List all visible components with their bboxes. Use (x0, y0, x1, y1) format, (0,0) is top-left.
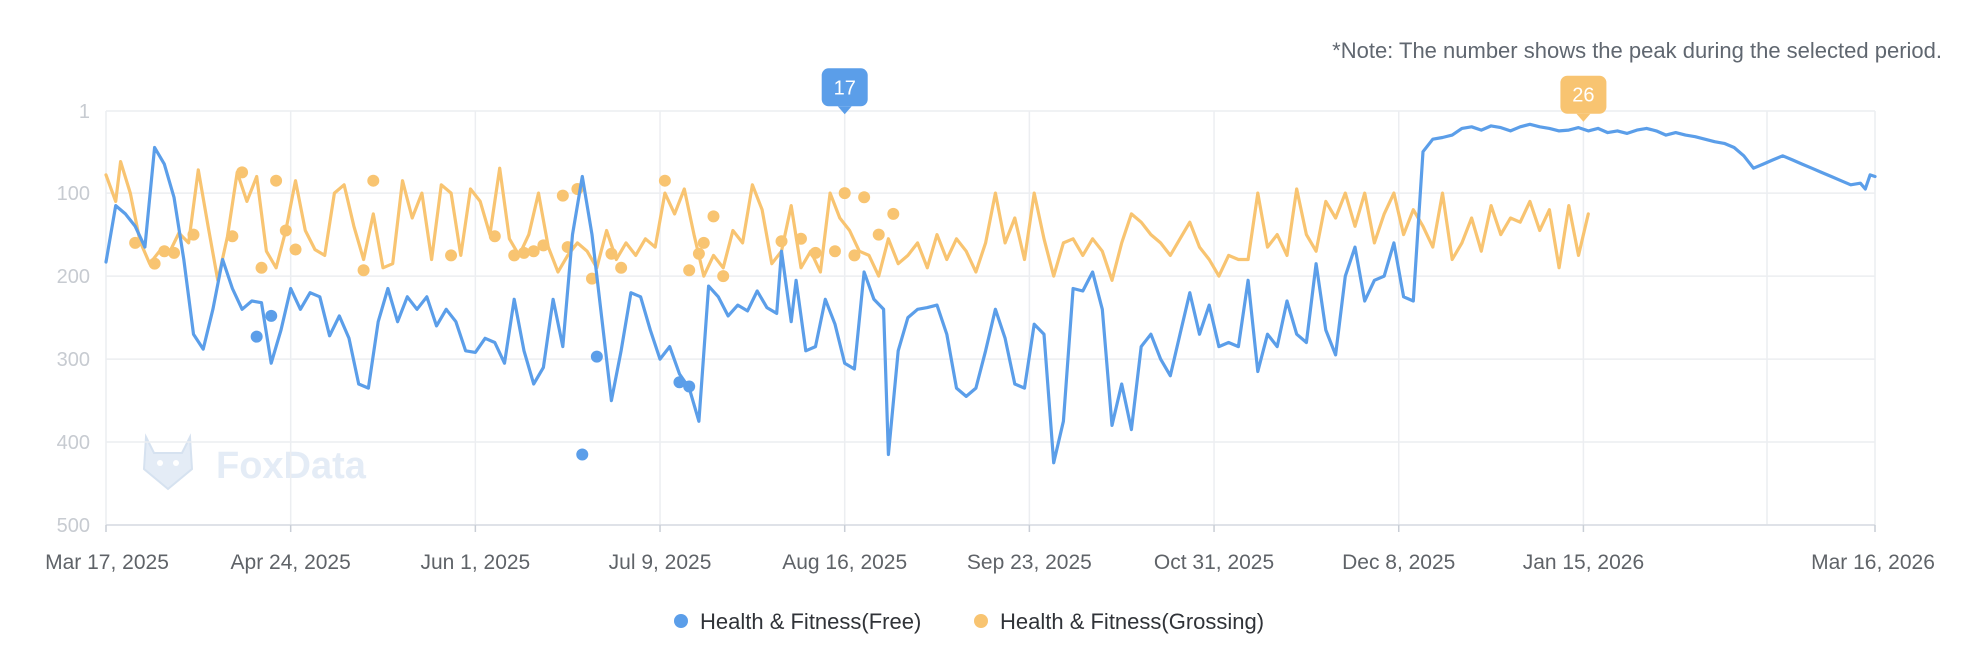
peak-pointer (1576, 113, 1591, 122)
y-tick-label: 300 (57, 349, 90, 371)
data-point (683, 264, 696, 277)
data-point (775, 235, 788, 248)
data-point (517, 246, 530, 259)
y-tick-label: 100 (57, 183, 90, 205)
series-line (104, 160, 1590, 282)
y-tick-label: 200 (57, 266, 90, 288)
peak-callout: 17 (821, 68, 868, 115)
data-point (226, 230, 239, 243)
x-tick-label: Mar 16, 2026 (1811, 551, 1935, 574)
data-point (556, 189, 569, 202)
fox-logo-icon (142, 433, 194, 491)
x-tick-label: Oct 31, 2025 (1154, 551, 1274, 574)
x-tick-label: Jul 9, 2025 (609, 551, 712, 574)
data-point (872, 228, 885, 241)
data-point (158, 245, 171, 258)
data-point (250, 330, 263, 343)
peak-pointer (837, 106, 852, 115)
peak-label: 17 (834, 77, 856, 99)
x-tick-label: Jan 15, 2026 (1523, 551, 1644, 574)
y-tick-label: 1 (79, 101, 90, 123)
legend-item: Health & Fitness(Grossing) (974, 609, 1264, 634)
data-point (537, 239, 550, 252)
data-point (270, 174, 283, 187)
data-point (187, 228, 200, 241)
data-point (129, 236, 142, 249)
data-point (809, 246, 822, 259)
data-point (590, 350, 603, 363)
data-point (508, 249, 521, 262)
data-point (585, 272, 598, 285)
legend-label: Health & Fitness(Grossing) (1000, 609, 1264, 634)
data-point (168, 246, 181, 259)
data-point (357, 264, 370, 277)
data-point (828, 245, 841, 258)
y-axis-ticks: 1 100 200 300 400 500 (57, 101, 90, 537)
data-point (707, 210, 720, 223)
data-point (858, 191, 871, 204)
data-point (848, 249, 861, 262)
data-point (367, 174, 380, 187)
data-point (717, 270, 730, 283)
y-tick-label: 500 (57, 515, 90, 537)
series-free (104, 122, 1877, 465)
x-tick-label: Aug 16, 2025 (782, 551, 907, 574)
data-point (265, 309, 278, 322)
peak-callouts: 17 26 (821, 68, 1607, 122)
data-point (697, 236, 710, 249)
x-tick-label: Jun 1, 2025 (420, 551, 530, 574)
x-tick-label: Sep 23, 2025 (967, 551, 1092, 574)
data-point (279, 224, 292, 237)
legend-label: Health & Fitness(Free) (700, 609, 921, 634)
foxdata-watermark: FoxData (142, 433, 367, 491)
data-point (289, 243, 302, 256)
x-tick-label: Mar 17, 2025 (45, 551, 169, 574)
series-line (104, 122, 1877, 465)
peak-bubble (1560, 75, 1607, 114)
peak-callout: 26 (1560, 75, 1607, 122)
legend-item: Health & Fitness(Free) (674, 609, 921, 634)
data-point (527, 245, 540, 258)
data-point (658, 174, 671, 187)
data-point (887, 207, 900, 220)
x-tick-label: Dec 8, 2025 (1342, 551, 1455, 574)
peak-label: 26 (1572, 85, 1594, 107)
data-point (692, 247, 705, 260)
data-point (488, 230, 501, 243)
data-point (255, 261, 268, 274)
series-layer (104, 122, 1877, 465)
x-tick-label: Apr 24, 2025 (231, 551, 351, 574)
data-point (615, 261, 628, 274)
legend-swatch (974, 614, 988, 628)
data-point (838, 187, 851, 200)
chart-note: *Note: The number shows the peak during … (1332, 38, 1942, 63)
legend-swatch (674, 614, 688, 628)
data-point (236, 166, 249, 179)
peak-bubble (821, 68, 868, 107)
grid (105, 110, 1876, 526)
data-point (673, 376, 686, 389)
y-tick-label: 400 (57, 432, 90, 454)
data-point (794, 232, 807, 245)
x-axis-ticks: Mar 17, 2025 Apr 24, 2025 Jun 1, 2025 Jul 9… (45, 525, 1935, 574)
data-point (683, 380, 696, 393)
data-point (148, 257, 161, 270)
data-point (445, 249, 458, 262)
data-point (605, 247, 618, 260)
data-point (576, 448, 589, 461)
legend: Health & Fitness(Free) Health & Fitness(G… (674, 609, 1264, 634)
series-grossing (104, 160, 1590, 285)
